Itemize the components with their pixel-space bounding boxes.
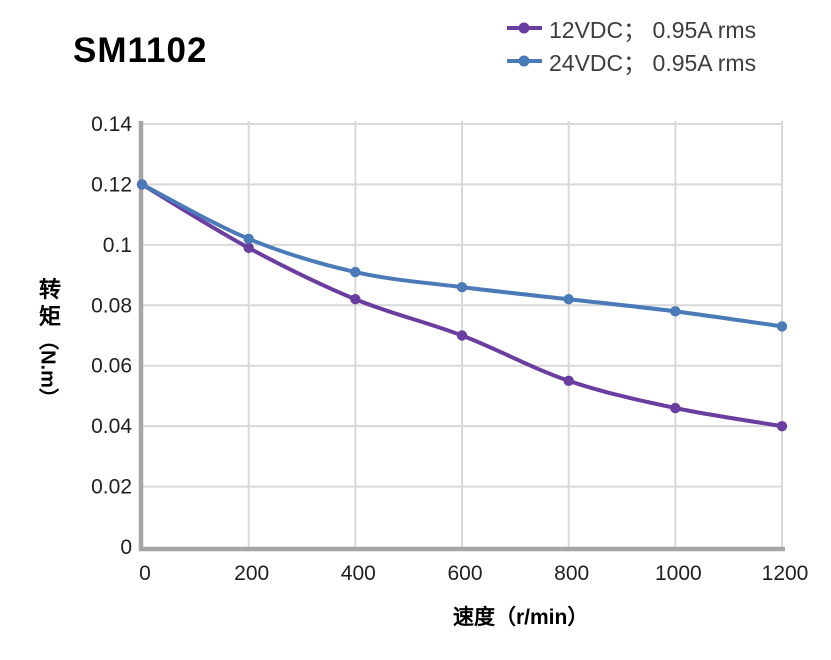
x-tick-label: 200 xyxy=(234,562,269,585)
data-point-marker xyxy=(670,306,681,317)
y-tick-label: 0.12 xyxy=(91,173,132,196)
data-point-marker xyxy=(563,294,574,305)
x-tick-label: 1000 xyxy=(655,562,702,585)
data-point-marker xyxy=(563,375,574,387)
legend-marker-12vdc-icon xyxy=(507,22,542,33)
legend-dot-12vdc xyxy=(518,22,530,33)
data-point-marker xyxy=(776,420,788,432)
data-point-marker xyxy=(350,266,361,278)
data-point-marker xyxy=(350,294,361,305)
y-axis-title-cjk: 转矩 xyxy=(38,277,61,329)
x-tick-label: 400 xyxy=(341,562,376,585)
y-tick-label: 0.06 xyxy=(91,355,132,378)
y-tick-label: 0.14 xyxy=(91,113,132,136)
x-axis-title: 速度（r/min） xyxy=(453,606,589,629)
y-axis-title-unit: （N.m） xyxy=(36,330,59,408)
data-point-marker xyxy=(670,402,681,414)
tick-labels: 0 0.02 0.04 0.06 0.08 0.1 0.12 0.14 0 200 400 600 80… xyxy=(91,113,808,585)
axes xyxy=(138,121,785,552)
x-tick-label: 800 xyxy=(554,562,589,585)
series-24vdc xyxy=(136,179,788,332)
y-tick-label: 0.1 xyxy=(103,234,132,257)
x-tick-label: 0 xyxy=(139,562,151,585)
x-tick-label: 600 xyxy=(447,562,482,585)
data-point-marker xyxy=(136,179,148,190)
legend-item-12vdc: 12VDC； 0.95A rms xyxy=(506,12,756,43)
data-point-marker xyxy=(456,281,468,293)
legend: 12VDC； 0.95A rms 24VDC； 0.95A rms xyxy=(506,12,756,76)
legend-dot-24vdc xyxy=(518,55,530,66)
legend-label-12vdc: 12VDC； 0.95A rms xyxy=(549,16,757,43)
gridlines xyxy=(142,121,783,547)
y-tick-label: 0 xyxy=(120,536,132,559)
data-point-marker xyxy=(243,233,254,245)
data-point-marker xyxy=(243,242,254,254)
y-tick-label: 0.08 xyxy=(91,294,132,317)
legend-marker-24vdc-icon xyxy=(507,55,542,66)
legend-label-24vdc: 24VDC； 0.95A rms xyxy=(549,49,757,76)
chart-title: SM1102 xyxy=(73,31,208,70)
legend-item-24vdc: 24VDC； 0.95A rms xyxy=(506,45,756,76)
y-tick-label: 0.02 xyxy=(91,476,132,499)
data-point-marker xyxy=(776,321,788,332)
y-tick-label: 0.04 xyxy=(91,415,132,438)
data-point-marker xyxy=(456,330,468,341)
x-tick-label: 1200 xyxy=(762,562,809,585)
